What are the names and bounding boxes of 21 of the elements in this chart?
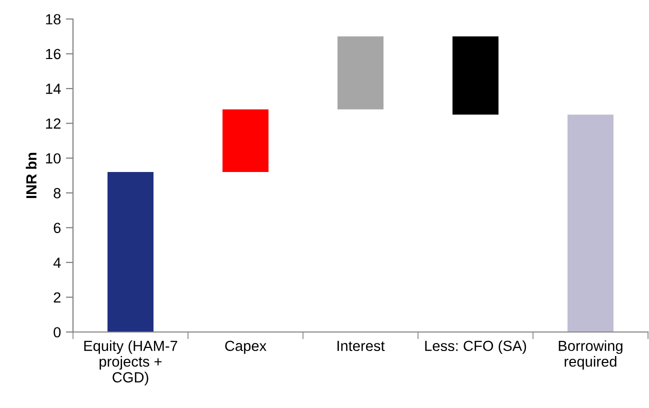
bar [452, 36, 498, 115]
x-tick-label: Borrowing required [558, 340, 622, 370]
y-tick-label: 16 [46, 48, 61, 60]
y-tick-label: 12 [46, 118, 60, 129]
y-tick-label: 0 [54, 327, 61, 338]
y-tick-label: 14 [46, 84, 61, 94]
x-tick-label: Equity (HAM-7 projects + CGD) [84, 340, 178, 386]
bar [568, 114, 614, 332]
bar [222, 109, 268, 172]
y-tick-label: 2 [54, 292, 60, 303]
y-tick-label: 18 [46, 14, 61, 24]
y-tick-label: 8 [54, 188, 61, 198]
y-axis-title: INR bn [26, 152, 37, 198]
y-tick-label: 6 [54, 222, 61, 234]
y-tick-label: 10 [46, 153, 61, 164]
y-tick-label: 4 [53, 258, 61, 268]
bar [338, 36, 384, 110]
bar [108, 172, 154, 332]
x-tick-label: Less: CFO (SA) [425, 340, 526, 354]
x-tick-label: Interest [338, 340, 385, 352]
x-tick-label: Capex [225, 340, 266, 354]
